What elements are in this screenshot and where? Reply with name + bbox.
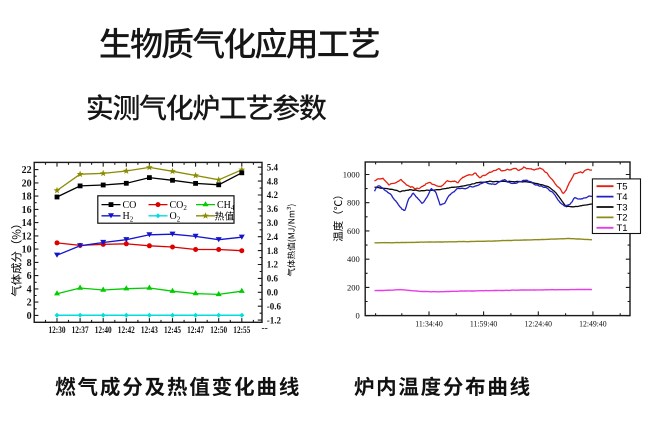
svg-text:12:47: 12:47 [187,326,204,336]
svg-text:11:34:40: 11:34:40 [415,319,443,329]
svg-text:600: 600 [347,226,360,236]
svg-text:2: 2 [27,298,32,309]
svg-text:-0.6: -0.6 [267,301,282,311]
svg-text:8: 8 [27,258,32,269]
svg-text:16: 16 [22,205,32,216]
svg-text:T2: T2 [617,213,628,224]
svg-text:T3: T3 [617,202,628,213]
svg-text:4.8: 4.8 [267,176,279,186]
svg-text:12:40: 12:40 [95,326,112,336]
svg-text:-1.2: -1.2 [267,315,282,325]
svg-text:T1: T1 [617,223,628,234]
svg-text:11:59:40: 11:59:40 [470,319,498,329]
svg-text:400: 400 [347,254,360,264]
svg-text:12:50: 12:50 [210,326,227,336]
svg-text:14: 14 [22,218,32,229]
svg-text:CO: CO [123,200,137,211]
svg-text:12:30: 12:30 [49,326,66,336]
svg-text:18: 18 [22,192,32,203]
svg-text:20: 20 [22,178,32,189]
svg-text:10: 10 [22,245,32,256]
svg-text:12:45: 12:45 [164,326,181,336]
svg-text:2.4: 2.4 [267,232,279,242]
svg-text:1.2: 1.2 [267,260,279,270]
svg-text:1.8: 1.8 [267,246,279,256]
svg-text:12:49:40: 12:49:40 [579,319,607,329]
svg-text:12:43: 12:43 [141,326,158,336]
svg-text:6: 6 [27,271,32,282]
svg-text:0.6: 0.6 [267,274,279,284]
svg-text:5.4: 5.4 [267,162,279,172]
svg-text:0: 0 [27,311,32,322]
svg-text:CO2: CO2 [170,200,188,212]
svg-text:12: 12 [22,231,32,242]
svg-text:22: 22 [22,165,32,176]
svg-text:12:37: 12:37 [72,326,89,336]
svg-text:4: 4 [27,284,32,295]
svg-text:CH4: CH4 [217,200,235,212]
svg-text:12:24:40: 12:24:40 [525,319,553,329]
svg-text:200: 200 [347,282,360,292]
svg-text:4.2: 4.2 [267,190,279,200]
svg-text:12:42: 12:42 [118,326,135,336]
svg-text:3.6: 3.6 [267,204,279,214]
svg-text:0.0: 0.0 [267,288,279,298]
svg-text:H2: H2 [123,211,134,223]
svg-text:3.0: 3.0 [267,218,279,228]
svg-text:T4: T4 [617,192,628,203]
svg-text:T5: T5 [617,182,628,193]
svg-text:O2: O2 [170,211,181,223]
svg-text:1000: 1000 [343,170,360,180]
svg-text:800: 800 [347,198,360,208]
svg-text:--: -- [262,324,268,334]
svg-text:0: 0 [356,311,360,321]
svg-text:12:55: 12:55 [233,326,250,336]
